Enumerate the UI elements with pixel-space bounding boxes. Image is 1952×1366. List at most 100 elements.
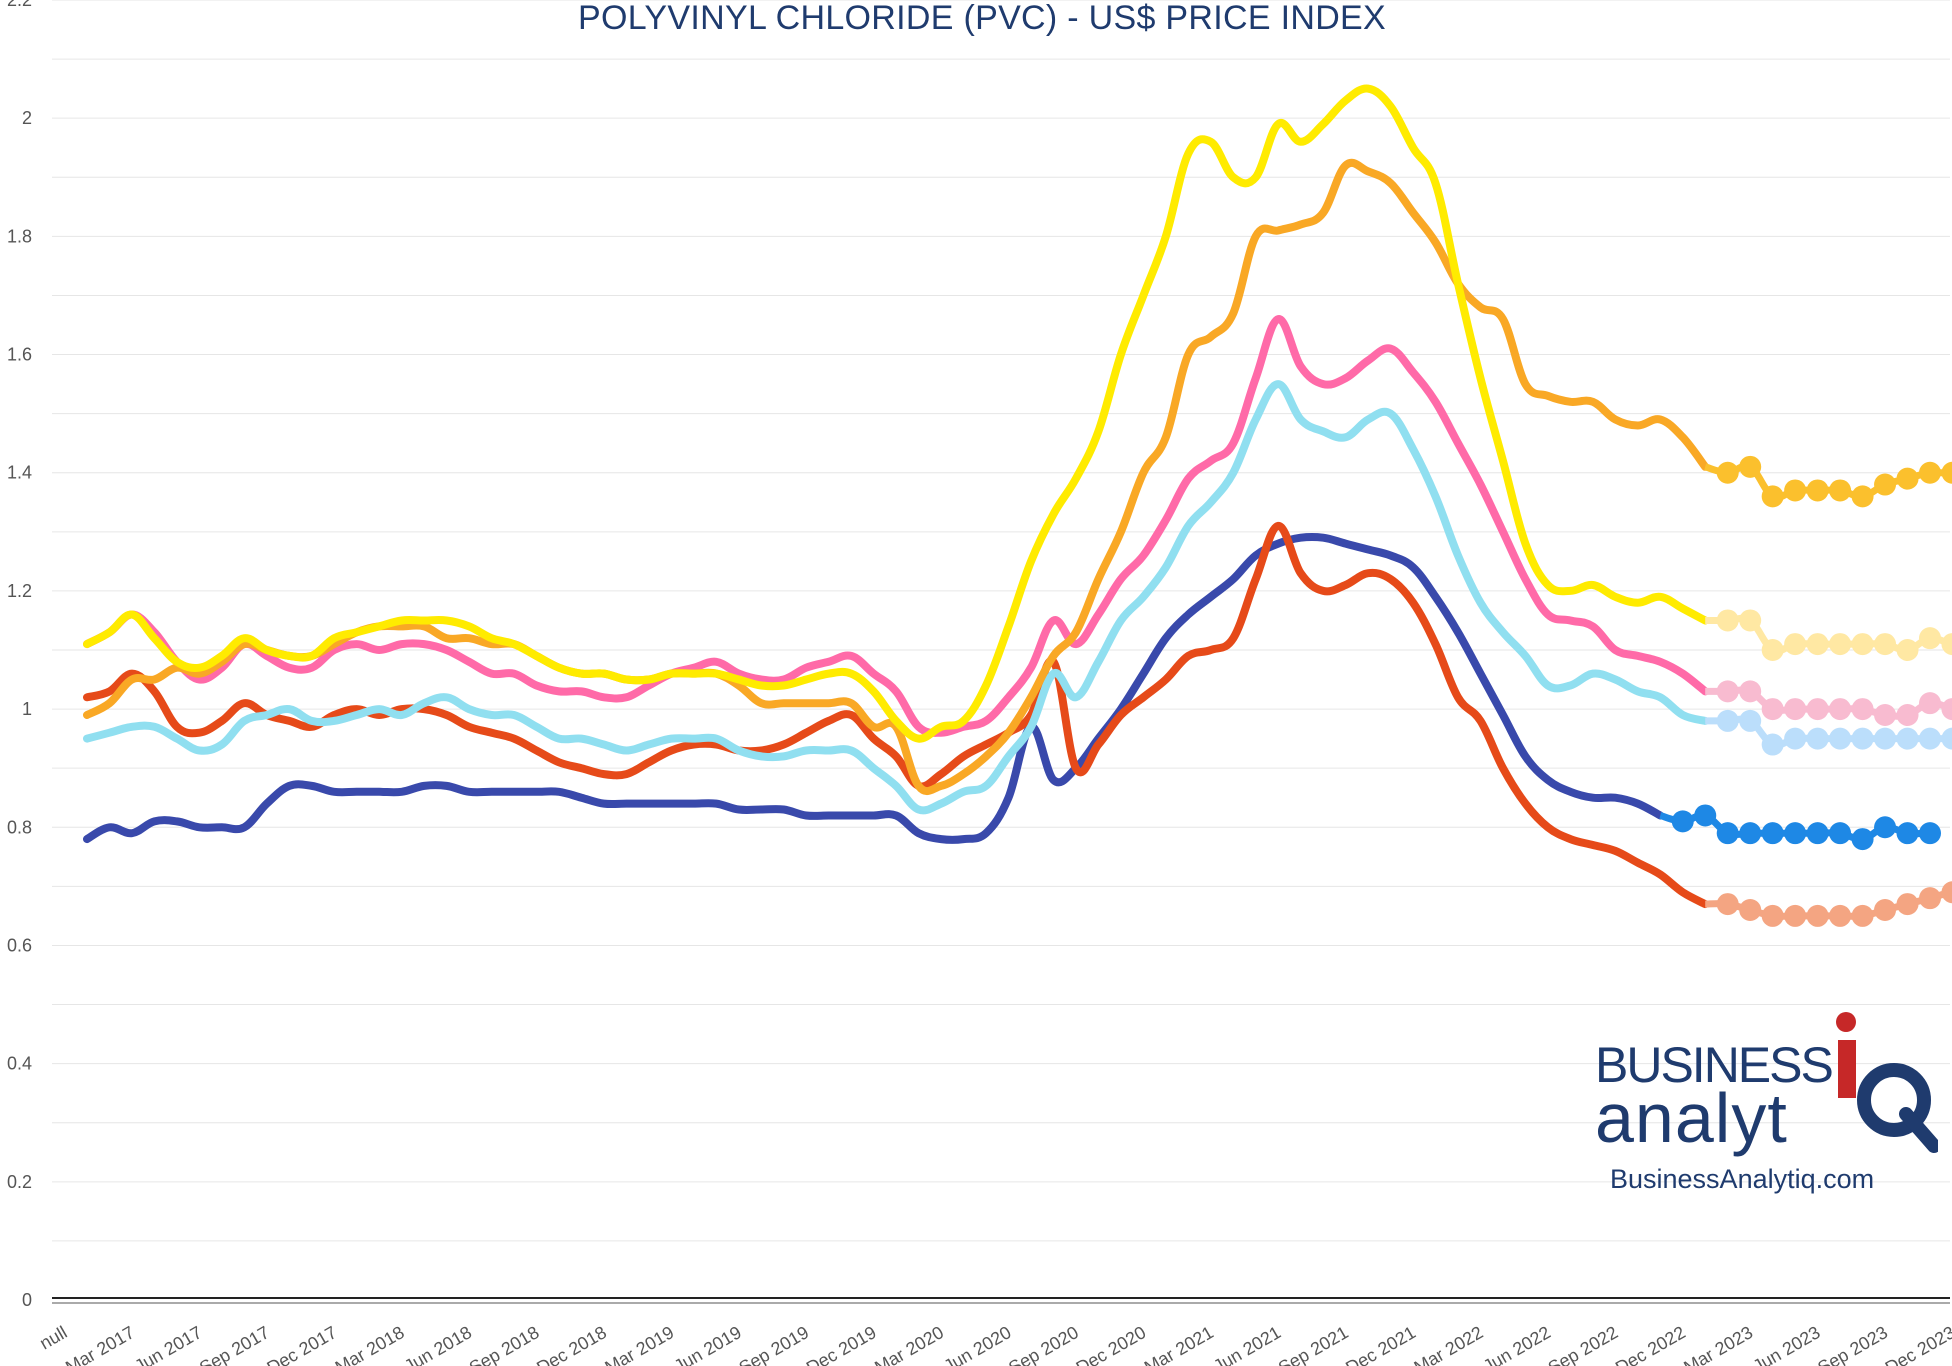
forecast-point[interactable] xyxy=(1806,633,1829,656)
x-tick-label: Dec 2020 xyxy=(1073,1322,1150,1366)
forecast-point[interactable] xyxy=(1851,727,1874,750)
y-tick-label: 2.2 xyxy=(7,0,32,10)
forecast-point[interactable] xyxy=(1896,639,1919,661)
forecast-point[interactable] xyxy=(1739,822,1762,845)
forecast-point[interactable] xyxy=(1761,485,1784,508)
forecast-point[interactable] xyxy=(1919,727,1941,750)
forecast-point[interactable] xyxy=(1761,822,1784,845)
y-tick-label: 1 xyxy=(22,699,32,719)
forecast-point[interactable] xyxy=(1851,828,1874,851)
x-tick-label: Jun 2018 xyxy=(401,1322,475,1366)
x-tick-label: Mar 2022 xyxy=(1411,1322,1487,1366)
forecast-point[interactable] xyxy=(1784,698,1807,721)
x-tick-label: Jun 2023 xyxy=(1749,1322,1823,1366)
forecast-point[interactable] xyxy=(1806,479,1829,502)
x-tick-label: Jun 2021 xyxy=(1210,1322,1284,1366)
forecast-point[interactable] xyxy=(1806,698,1829,721)
series-line xyxy=(83,521,1710,909)
forecast-point[interactable] xyxy=(1896,467,1919,490)
forecast-point[interactable] xyxy=(1851,904,1874,927)
forecast-point[interactable] xyxy=(1896,893,1919,916)
x-tick-label: Mar 2019 xyxy=(602,1322,678,1366)
x-tick-label: Dec 2021 xyxy=(1342,1322,1419,1366)
forecast-point[interactable] xyxy=(1716,822,1739,845)
x-tick-label: Dec 2018 xyxy=(533,1322,610,1366)
x-tick-label: Mar 2017 xyxy=(62,1322,138,1366)
logo-q-tail xyxy=(1899,1107,1938,1153)
business-analytiq-logo[interactable]: BUSINESS analyt BusinessAnalytiq.com xyxy=(1590,1008,1940,1208)
forecast-point[interactable] xyxy=(1941,461,1952,484)
series-line xyxy=(83,380,1710,815)
forecast-point[interactable] xyxy=(1874,704,1897,726)
x-tick-label: Sep 2018 xyxy=(466,1322,543,1366)
x-tick-label: Dec 2023 xyxy=(1882,1322,1952,1366)
forecast-point[interactable] xyxy=(1941,881,1952,904)
forecast-point[interactable] xyxy=(1739,609,1762,632)
logo-url-text: BusinessAnalytiq.com xyxy=(1610,1164,1875,1194)
x-tick-label: Mar 2020 xyxy=(871,1322,947,1366)
forecast-point[interactable] xyxy=(1716,893,1739,916)
forecast-point[interactable] xyxy=(1829,633,1852,656)
forecast-point[interactable] xyxy=(1716,680,1739,703)
forecast-point[interactable] xyxy=(1784,479,1807,502)
forecast-point[interactable] xyxy=(1941,633,1952,656)
forecast-point[interactable] xyxy=(1829,822,1852,845)
forecast-point[interactable] xyxy=(1739,899,1762,921)
y-tick-label: 0.8 xyxy=(7,817,32,837)
forecast-point[interactable] xyxy=(1896,822,1919,845)
forecast-point[interactable] xyxy=(1694,804,1717,827)
forecast-point[interactable] xyxy=(1761,733,1784,756)
forecast-point[interactable] xyxy=(1716,709,1739,732)
forecast-point[interactable] xyxy=(1829,904,1852,927)
forecast-point[interactable] xyxy=(1941,727,1952,750)
forecast-point[interactable] xyxy=(1716,609,1739,632)
forecast-point[interactable] xyxy=(1851,633,1874,656)
forecast-point[interactable] xyxy=(1919,627,1941,650)
forecast-point[interactable] xyxy=(1896,727,1919,750)
forecast-point[interactable] xyxy=(1896,704,1919,726)
y-axis-ticks: 0 0.2 0.4 0.6 0.8 1 1.2 1.4 1.6 1.8 2 2.2 xyxy=(7,0,32,1310)
series-line xyxy=(83,315,1710,737)
forecast-point[interactable] xyxy=(1761,698,1784,721)
forecast-point[interactable] xyxy=(1761,904,1784,927)
forecast-point[interactable] xyxy=(1829,479,1852,502)
forecast-point[interactable] xyxy=(1739,680,1762,703)
y-tick-label: 1.2 xyxy=(7,581,32,601)
y-tick-label: 1.6 xyxy=(7,345,32,365)
forecast-point[interactable] xyxy=(1919,692,1941,715)
forecast-point[interactable] xyxy=(1919,822,1941,845)
forecast-point[interactable] xyxy=(1671,810,1694,833)
forecast-point[interactable] xyxy=(1784,633,1807,656)
forecast-point[interactable] xyxy=(1919,461,1941,484)
forecast-point[interactable] xyxy=(1874,727,1897,750)
forecast-point[interactable] xyxy=(1919,887,1941,910)
x-tick-label: Dec 2019 xyxy=(803,1322,880,1366)
forecast-point[interactable] xyxy=(1941,698,1952,721)
forecast-point[interactable] xyxy=(1806,822,1829,845)
x-tick-label: Mar 2021 xyxy=(1141,1322,1217,1366)
forecast-point[interactable] xyxy=(1851,485,1874,508)
forecast-point[interactable] xyxy=(1761,639,1784,661)
y-tick-label: 0.2 xyxy=(7,1172,32,1192)
forecast-point[interactable] xyxy=(1874,473,1897,496)
forecast-point[interactable] xyxy=(1874,816,1897,839)
forecast-point[interactable] xyxy=(1874,899,1897,921)
forecast-point[interactable] xyxy=(1829,727,1852,750)
x-tick-label: Sep 2020 xyxy=(1005,1322,1082,1366)
forecast-point[interactable] xyxy=(1829,698,1852,721)
logo-i-dot xyxy=(1836,1012,1856,1032)
forecast-point[interactable] xyxy=(1806,904,1829,927)
forecast-point[interactable] xyxy=(1806,727,1829,750)
forecast-point[interactable] xyxy=(1739,709,1762,732)
forecast-point[interactable] xyxy=(1851,698,1874,721)
forecast-point[interactable] xyxy=(1784,822,1807,845)
x-tick-label: null xyxy=(36,1322,70,1353)
y-tick-label: 1.8 xyxy=(7,226,32,246)
forecast-point[interactable] xyxy=(1784,727,1807,750)
forecast-point[interactable] xyxy=(1784,904,1807,927)
forecast-point[interactable] xyxy=(1739,455,1762,478)
x-tick-label: Sep 2023 xyxy=(1814,1322,1891,1366)
forecast-point[interactable] xyxy=(1716,461,1739,484)
forecast-point[interactable] xyxy=(1874,633,1897,656)
